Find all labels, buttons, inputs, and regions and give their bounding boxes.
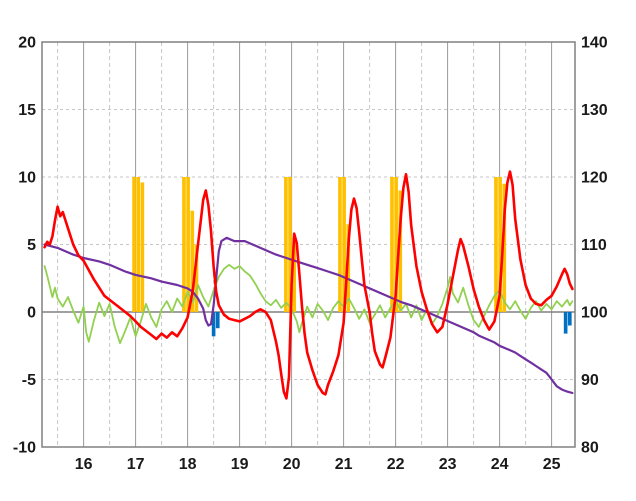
orange-bars-bar [190,210,195,312]
x-axis-tick-label: 19 [231,456,249,473]
orange-bars-bar [398,190,403,312]
x-axis-tick-label: 21 [335,456,353,473]
orange-bars-bar [186,177,190,312]
orange-bars-bar [194,244,199,312]
left-axis-tick-label: -5 [22,372,36,389]
orange-bars-bar [342,177,346,312]
orange-bars-bar [494,177,498,312]
right-axis-tick-label: 140 [581,35,608,52]
orange-bars-bar [292,237,297,312]
plot-border [41,41,576,448]
orange-bars-bar [390,177,394,312]
right-axis-tick-label: 100 [581,305,608,322]
axis-tick-labels: 20 15 10 5 0 -5 -10 140 130 120 110 100 90 80 16 17 18 19… [13,35,608,474]
x-axis-tick-label: 23 [439,456,457,473]
orange-bars-bar [338,177,342,312]
x-axis-tick-label: 25 [543,456,561,473]
red-line [43,170,574,400]
x-axis-tick-label: 20 [283,456,301,473]
orange-bars-bar [284,177,288,312]
x-axis-tick-label: 18 [179,456,197,473]
orange-bars-bar [288,177,292,312]
right-axis-tick-label: 90 [581,372,599,389]
blue-bars-bar [211,312,216,337]
left-axis-tick-label: 10 [18,170,36,187]
x-axis-tick-label: 16 [75,456,93,473]
right-axis-tick-label: 120 [581,170,608,187]
left-axis-tick-label: -10 [13,440,36,457]
x-axis-tick-label: 22 [387,456,405,473]
blue-bars [211,312,572,337]
orange-bars-bar [136,177,141,312]
right-axis-tick-label: 110 [581,237,607,254]
green-line [43,263,574,345]
left-axis-tick-label: 0 [27,305,36,322]
right-axis-tick-label: 130 [581,102,608,119]
left-axis-tick-label: 15 [18,102,36,119]
orange-bars-bar [502,183,507,312]
orange-bars-bar [394,177,398,312]
blue-bars-bar [563,312,568,334]
right-axis-tick-label: 80 [581,440,599,457]
orange-bars-bar [132,177,136,312]
x-axis-tick-label: 17 [127,456,145,473]
left-axis-tick-label: 5 [27,237,36,254]
orange-bars-bar [498,177,502,312]
x-axis-tick-label: 24 [491,456,509,473]
blue-bars-bar [215,312,220,329]
left-axis-tick-label: 20 [18,35,36,52]
orange-bars-bar [140,182,145,312]
blue-bars-bar [567,312,572,326]
orange-bars-bar [182,177,186,312]
